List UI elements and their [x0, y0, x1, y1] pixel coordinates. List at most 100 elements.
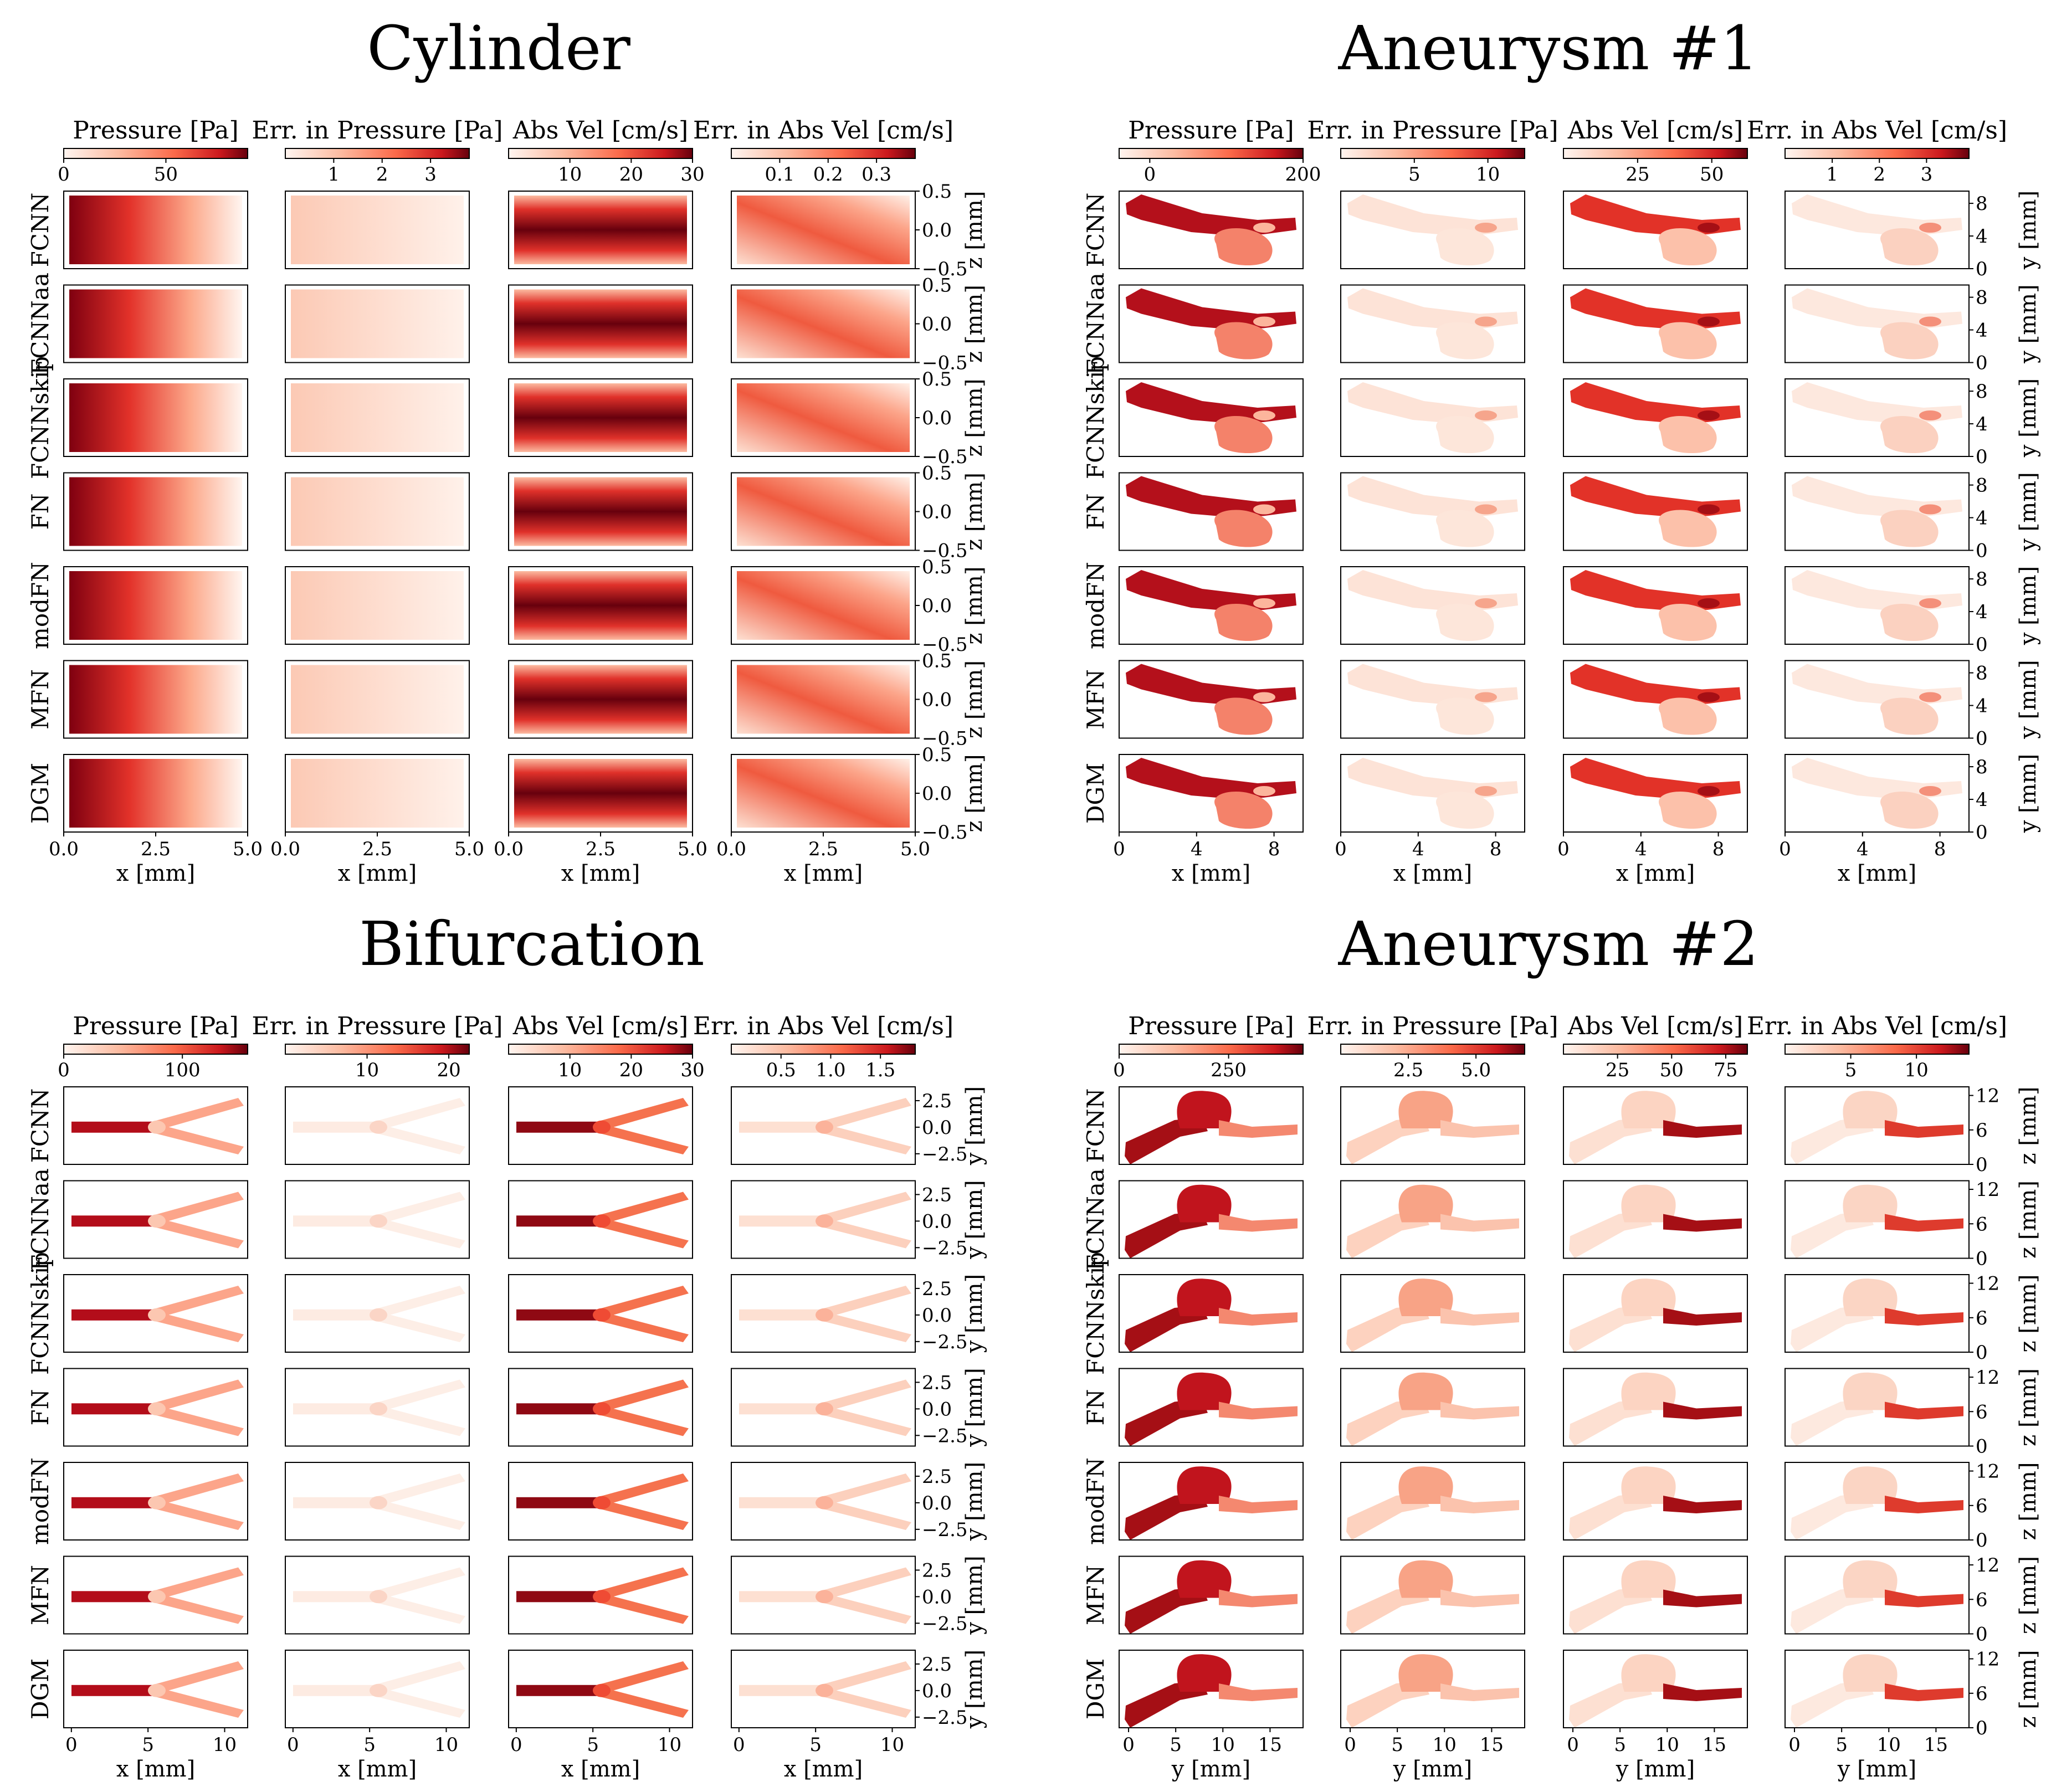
- aneurysm-dome: [1621, 1278, 1676, 1316]
- y-tick-label: 8: [1976, 568, 1988, 591]
- heatmap-cell: [1119, 566, 1304, 645]
- row-label: MFN: [1082, 1565, 1109, 1625]
- heatmap-frame: [1563, 284, 1748, 363]
- lower-branch: [152, 1594, 244, 1624]
- colorbar-label: Pressure [Pa]: [73, 1012, 238, 1040]
- heatmap-cell: [1119, 1462, 1304, 1541]
- x-tick-label: 5.0: [233, 838, 263, 860]
- row-label: FCNNskip: [27, 1252, 54, 1375]
- heatmap-cell: [285, 1274, 470, 1353]
- heatmap-cell: [1119, 1180, 1304, 1259]
- parent-vessel: [739, 1121, 822, 1133]
- y-axis-label: z [mm]: [2016, 1556, 2041, 1634]
- y-tick-label: −2.5: [922, 1707, 968, 1729]
- upper-branch: [374, 1661, 465, 1693]
- colorbar-tick-label: 0: [1113, 1059, 1125, 1081]
- y-tick-label: 8: [1976, 193, 1988, 215]
- heatmap-frame: [1563, 1368, 1748, 1447]
- colorbar-label: Abs Vel [cm/s]: [1567, 116, 1743, 145]
- heatmap-frame: [63, 378, 248, 457]
- outlet-vessel: [1885, 1308, 1963, 1326]
- x-tick-label: 8: [1490, 838, 1502, 860]
- colorbar-tick-label: 5: [1408, 163, 1421, 186]
- aneurysm-dome: [1843, 1184, 1898, 1223]
- heatmap-cell: [285, 191, 470, 269]
- y-tick-label: 0: [1976, 258, 1988, 280]
- outlet-region: [1698, 786, 1720, 796]
- lower-branch: [152, 1406, 244, 1436]
- junction-region: [148, 1683, 166, 1697]
- x-tick-label: 2.5: [141, 838, 171, 860]
- field-map: [69, 289, 242, 358]
- parent-vessel: [71, 1591, 155, 1603]
- aneurysm-dome: [1621, 1560, 1676, 1598]
- heatmap-frame: [63, 1086, 248, 1165]
- heatmap-frame: [1340, 191, 1525, 269]
- row-label: FCNN: [1082, 1088, 1109, 1163]
- inlet-vessel: [1125, 1586, 1208, 1634]
- y-axis-label: z [mm]: [962, 754, 987, 833]
- heatmap-cell: [1340, 191, 1525, 269]
- parent-vessel: [71, 1497, 155, 1508]
- heatmap-cell: [63, 191, 248, 269]
- heatmap-cell: [1340, 378, 1525, 457]
- heatmap-cell: [63, 1650, 248, 1728]
- vessel-region: [1792, 758, 1962, 799]
- heatmap-cell: [1563, 1368, 1748, 1447]
- x-tick-label: 10: [1211, 1734, 1235, 1756]
- heatmap-cell: [508, 1555, 693, 1635]
- x-tick-label: 0: [1567, 1734, 1579, 1756]
- x-tick-label: 5: [363, 1734, 376, 1756]
- vessel-region: [1126, 664, 1296, 705]
- parent-vessel: [516, 1497, 599, 1508]
- colorbar-tick-label: 20: [619, 163, 643, 186]
- y-tick-label: 4: [1976, 225, 1988, 248]
- x-tick-label: 0: [1557, 838, 1570, 860]
- aneurysm-sac: [1214, 697, 1273, 735]
- heatmap-cell: [1563, 1086, 1748, 1165]
- colorbar-label: Abs Vel [cm/s]: [512, 116, 688, 145]
- heatmap-frame: [1785, 1274, 1970, 1353]
- colorbar-tick-label: 200: [1285, 163, 1321, 186]
- y-tick-label: 0.0: [922, 783, 952, 805]
- aneurysm-sac: [1436, 697, 1494, 735]
- parent-vessel: [71, 1403, 155, 1415]
- outlet-vessel: [1663, 1308, 1742, 1326]
- field-map: [514, 383, 687, 452]
- inlet-vessel: [1346, 1117, 1429, 1164]
- upper-branch: [597, 1567, 689, 1599]
- upper-branch: [597, 1661, 689, 1693]
- heatmap-frame: [1340, 1650, 1525, 1728]
- junction-region: [816, 1496, 833, 1509]
- outlet-region: [1253, 786, 1275, 796]
- colorbar-tick-label: 10: [355, 1059, 379, 1081]
- junction-region: [816, 1402, 833, 1416]
- outlet-vessel: [1885, 1120, 1963, 1138]
- heatmap-cell: [285, 378, 470, 457]
- y-tick-label: −0.5: [922, 634, 968, 656]
- lower-branch: [597, 1312, 689, 1342]
- heatmap-cell: [1785, 191, 1970, 269]
- junction-region: [370, 1496, 387, 1509]
- heatmap-cell: [1340, 1650, 1525, 1728]
- heatmap-cell: [1785, 1555, 1970, 1635]
- heatmap-cell: [731, 378, 916, 457]
- aneurysm-sac: [1659, 510, 1717, 547]
- row-label: FCNNaa: [1082, 273, 1109, 375]
- outlet-region: [1253, 504, 1275, 515]
- colorbar-label: Pressure [Pa]: [1128, 1012, 1294, 1040]
- junction-region: [148, 1308, 166, 1322]
- aneurysm-dome: [1177, 1372, 1232, 1410]
- heatmap-frame: [1119, 1650, 1304, 1728]
- panel-title: Aneurysm #1: [1338, 13, 1759, 84]
- heatmap-cell: [1340, 1555, 1525, 1635]
- heatmap-cell: [1785, 1368, 1970, 1447]
- heatmap-cell: [1340, 754, 1525, 833]
- colorbar-tick-label: 3: [424, 163, 437, 186]
- heatmap-cell: [731, 660, 916, 739]
- y-axis-label: y [mm]: [2016, 472, 2041, 551]
- row-label: FCNNskip: [1082, 1252, 1109, 1375]
- row-label: modFN: [27, 562, 54, 649]
- x-tick-label: 5: [1170, 1734, 1182, 1756]
- heatmap-cell: [63, 1274, 248, 1353]
